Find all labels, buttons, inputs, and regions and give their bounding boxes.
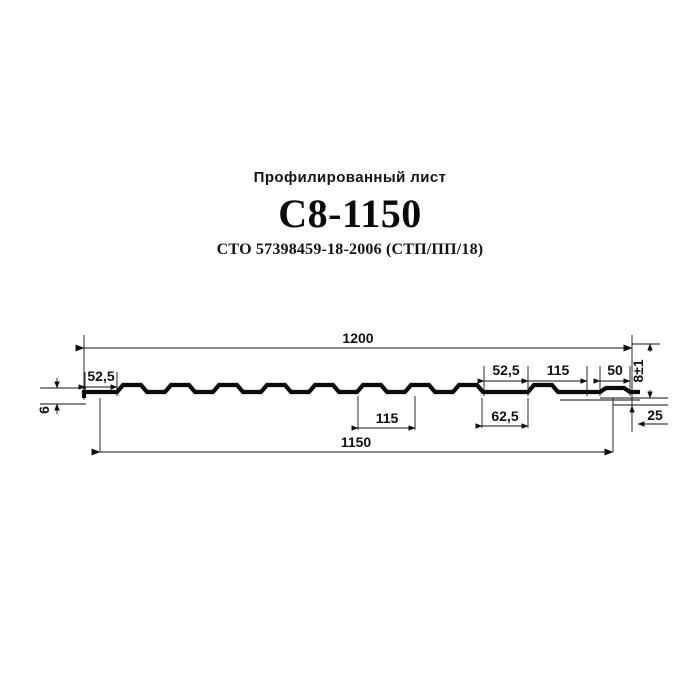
drawing-subtitle: Профилированный лист [253,169,447,186]
dimension-mid-pitch: 115 [351,410,416,431]
dimension-height-left: 6 [36,378,60,414]
dimension-end-lap-label: 50 [607,362,623,378]
dimension-edge-detail-label: 25 [647,407,663,423]
dimension-height-right: 8±1 [630,343,653,399]
title-block: Профилированный лист C8-1150 СТО 5739845… [0,169,700,258]
dimension-edge-detail: 25 [629,405,668,427]
dimension-height-left-label: 6 [36,406,52,414]
dimension-right-flange-label: 52,5 [492,362,519,378]
dimension-right-flange: 52,5 [477,362,529,384]
product-designation: C8-1150 [278,190,422,236]
dimension-rib-spacing-label: 62,5 [491,408,518,424]
dimension-left-flange: 52,5 [78,368,118,390]
dimension-left-flange-label: 52,5 [87,368,114,384]
dimension-right-pitch: 115 [521,362,588,384]
dimension-1150-label: 1150 [341,434,372,450]
profile-cross-section [81,382,640,401]
dimension-1150: 1150 [91,434,614,456]
dimension-1200: 1200 [75,330,633,352]
dimension-rib-spacing: 62,5 [475,408,529,429]
dimension-end-lap: 50 [593,362,631,384]
dimension-1200-label: 1200 [342,330,373,346]
standard-reference: СТО 57398459-18-2006 (СТП/ПП/18) [216,240,484,258]
dimension-height-right-label: 8±1 [630,359,646,382]
dimension-mid-pitch-label: 115 [376,410,399,426]
dimension-right-pitch-label: 115 [547,362,570,378]
